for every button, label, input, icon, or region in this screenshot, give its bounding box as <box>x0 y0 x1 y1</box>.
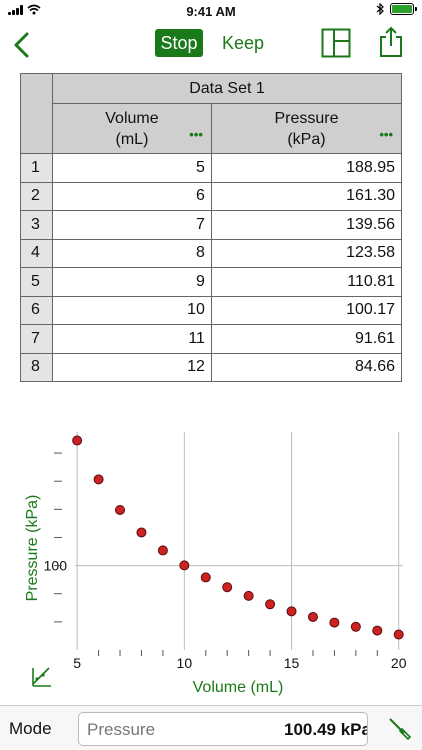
meter-label: Pressure <box>87 720 156 739</box>
row-index: 1 <box>20 153 53 183</box>
layout-icon[interactable] <box>321 28 351 58</box>
row-index: 3 <box>20 210 53 240</box>
data-point[interactable] <box>222 582 233 593</box>
data-point[interactable] <box>265 599 276 610</box>
table-corner <box>20 73 53 154</box>
pressure-cell[interactable]: 84.66 <box>210 352 403 382</box>
grid-layer <box>75 432 403 650</box>
data-point[interactable] <box>329 617 340 628</box>
table-row[interactable]: 4 8 123.58 <box>20 238 403 268</box>
x-tick-label: 15 <box>284 655 300 671</box>
table-row[interactable]: 2 6 161.30 <box>20 181 403 211</box>
meter-value: 100.49 kPa <box>284 720 368 739</box>
volume-cell[interactable]: 8 <box>52 238 212 268</box>
x-tick-label: 20 <box>391 655 407 671</box>
volume-cell[interactable]: 5 <box>52 153 212 183</box>
wifi-icon <box>27 4 41 15</box>
volume-cell[interactable]: 10 <box>52 295 212 325</box>
data-point[interactable] <box>179 560 190 571</box>
table-row[interactable]: 6 10 100.17 <box>20 295 403 325</box>
more-options-icon[interactable]: ••• <box>379 127 393 142</box>
pressure-cell[interactable]: 188.95 <box>210 153 403 183</box>
data-point[interactable] <box>200 572 211 583</box>
row-index: 5 <box>20 267 53 297</box>
table-row[interactable]: 1 5 188.95 <box>20 153 403 183</box>
column-unit: (mL) <box>115 130 149 148</box>
x-tick-label: 5 <box>73 655 81 671</box>
status-time: 9:41 AM <box>186 4 236 19</box>
share-icon[interactable] <box>378 26 404 58</box>
data-point[interactable] <box>372 625 383 636</box>
pressure-cell[interactable]: 110.81 <box>210 267 403 297</box>
column-name: Volume <box>105 109 159 127</box>
table-row[interactable]: 7 11 91.61 <box>20 324 403 354</box>
column-header-pressure[interactable]: Pressure (kPa) ••• <box>210 103 403 154</box>
pressure-cell[interactable]: 161.30 <box>210 181 403 211</box>
status-left <box>8 4 41 15</box>
volume-cell[interactable]: 7 <box>52 210 212 240</box>
volume-cell[interactable]: 6 <box>52 181 212 211</box>
column-name: Pressure <box>274 109 339 127</box>
sensor-probe-icon[interactable] <box>386 715 414 743</box>
bottom-bar: Mode Pressure 100.49 kPa <box>0 705 422 750</box>
volume-cell[interactable]: 9 <box>52 267 212 297</box>
pressure-cell[interactable]: 139.56 <box>210 210 403 240</box>
signal-icon <box>8 4 23 15</box>
pressure-cell[interactable]: 123.58 <box>210 238 403 268</box>
battery-icon <box>390 3 417 15</box>
row-index: 8 <box>20 352 53 382</box>
table-row[interactable]: 5 9 110.81 <box>20 267 403 297</box>
table-row[interactable]: 3 7 139.56 <box>20 210 403 240</box>
more-options-icon[interactable]: ••• <box>189 127 203 142</box>
data-point[interactable] <box>157 545 168 556</box>
data-point[interactable] <box>72 435 83 446</box>
back-chevron-icon[interactable] <box>10 31 34 59</box>
table-row[interactable]: 8 12 84.66 <box>20 352 403 382</box>
pressure-volume-chart[interactable]: 5 10 15 20 100 Volume (mL) Pressure (kPa) <box>0 420 422 700</box>
row-index: 4 <box>20 238 53 268</box>
data-point[interactable] <box>393 629 404 640</box>
x-axis-title: Volume (mL) <box>193 679 284 696</box>
data-point[interactable] <box>93 474 104 485</box>
data-point[interactable] <box>307 611 318 622</box>
volume-cell[interactable]: 12 <box>52 352 212 382</box>
graph-options-icon[interactable] <box>32 667 51 687</box>
data-point[interactable] <box>286 606 297 617</box>
row-index: 7 <box>20 324 53 354</box>
sensor-meter[interactable]: Pressure 100.49 kPa <box>78 712 368 746</box>
status-bar: 9:41 AM <box>0 0 422 22</box>
bluetooth-icon <box>376 3 384 15</box>
x-tick-label: 10 <box>177 655 193 671</box>
row-index: 6 <box>20 295 53 325</box>
nav-bar <box>0 22 422 66</box>
pressure-cell[interactable]: 91.61 <box>210 324 403 354</box>
volume-cell[interactable]: 11 <box>52 324 212 354</box>
data-point[interactable] <box>136 527 147 538</box>
data-point[interactable] <box>115 504 126 515</box>
data-point[interactable] <box>350 621 361 632</box>
status-right <box>376 3 417 15</box>
row-index: 2 <box>20 181 53 211</box>
column-unit: (kPa) <box>287 130 326 148</box>
data-point[interactable] <box>243 590 254 601</box>
keep-button[interactable]: Keep <box>222 33 265 53</box>
mode-button[interactable]: Mode <box>9 719 52 738</box>
pressure-cell[interactable]: 100.17 <box>210 295 403 325</box>
dataset-title[interactable]: Data Set 1 <box>52 73 402 104</box>
stop-button[interactable]: Stop <box>155 29 203 57</box>
data-table: Data Set 1 Volume (mL) ••• Pressure (kPa… <box>20 73 403 382</box>
point-layer <box>72 435 404 640</box>
y-axis-title: Pressure (kPa) <box>24 495 41 602</box>
battery-fill <box>392 5 412 13</box>
column-header-volume[interactable]: Volume (mL) ••• <box>52 103 212 154</box>
